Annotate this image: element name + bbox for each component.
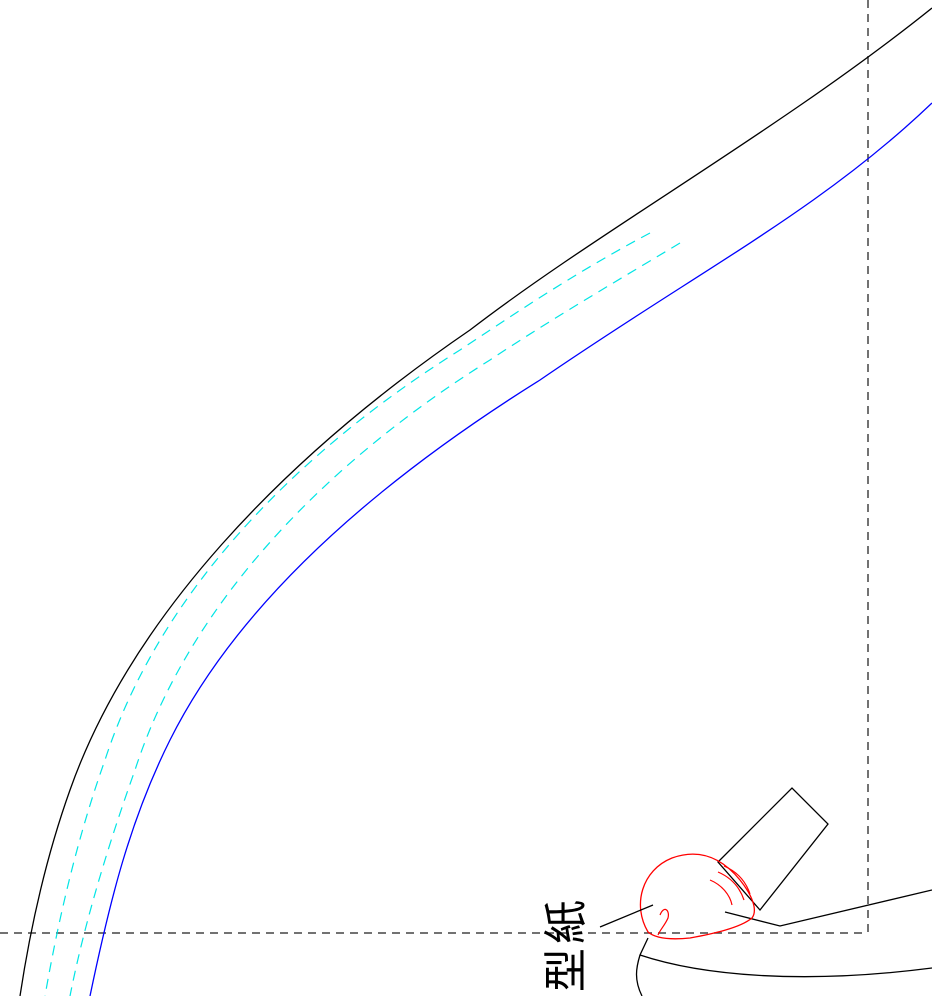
callout-label: 型紙 (541, 850, 641, 992)
lower-outline-left (635, 937, 649, 996)
hand-sketch-fingers (657, 865, 751, 936)
lower-outline-lower (639, 954, 932, 978)
stitch-line-inner (69, 242, 681, 996)
seam-line (89, 102, 932, 996)
callout-leader-line (599, 904, 654, 928)
callout-label-text: 型紙 (541, 896, 592, 992)
hand-sketch (639, 853, 755, 940)
strap-rectangle (717, 787, 829, 912)
lower-outline-upper (724, 889, 932, 927)
stitch-line-outer (44, 232, 651, 996)
outer-cut-line (19, 7, 932, 996)
